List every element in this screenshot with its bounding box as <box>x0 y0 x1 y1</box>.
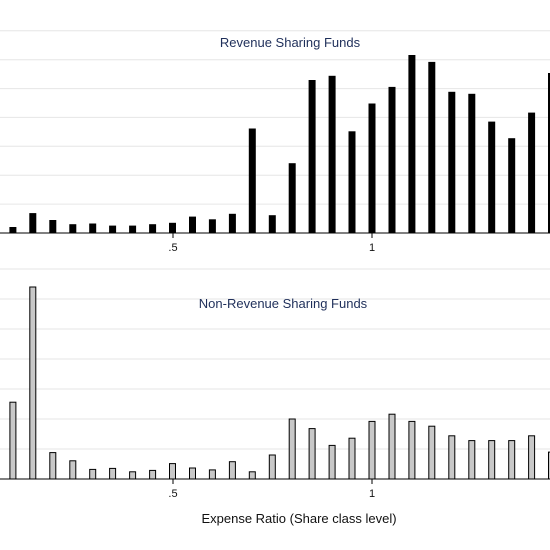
non-revenue-sharing-bar <box>288 418 296 480</box>
non-revenue-sharing-bar <box>9 401 17 480</box>
non-revenue-sharing-bar <box>129 471 137 480</box>
revenue-sharing-bar <box>548 73 550 234</box>
non-revenue-sharing-bar <box>488 440 496 480</box>
non-revenue-sharing-bar <box>408 420 416 480</box>
revenue-sharing-gridlines <box>0 30 550 205</box>
revenue-sharing-bar <box>109 225 117 234</box>
non-revenue-sharing-bar <box>49 452 57 480</box>
revenue-sharing-bar <box>388 86 396 234</box>
non-revenue-sharing-bar <box>268 454 276 480</box>
non-revenue-sharing-bar <box>388 413 396 480</box>
non-revenue-sharing-bar <box>208 469 216 480</box>
non-revenue-sharing-bar <box>508 440 516 480</box>
revenue-sharing-bar <box>29 213 37 234</box>
revenue-sharing-bar <box>288 163 296 234</box>
revenue-sharing-bar <box>268 215 276 234</box>
non-revenue-sharing-bar <box>89 468 97 480</box>
revenue-sharing-bar <box>448 91 456 234</box>
non-revenue-sharing-bar <box>69 460 77 480</box>
non-revenue-sharing-bar <box>528 435 536 480</box>
non-revenue-sharing-bar <box>448 435 456 480</box>
non-revenue-sharing-tick-label-05: .5 <box>168 488 177 500</box>
revenue-sharing-bar <box>308 80 316 234</box>
non-revenue-sharing-bar <box>109 467 117 480</box>
revenue-sharing-bar <box>9 227 17 234</box>
revenue-sharing-bar <box>208 219 216 234</box>
non-revenue-sharing-bar <box>468 440 476 480</box>
revenue-sharing-bar <box>348 131 356 234</box>
non-revenue-sharing-bar <box>428 425 436 480</box>
revenue-sharing-bar <box>69 224 77 234</box>
non-revenue-sharing-bar <box>169 463 176 480</box>
revenue-sharing-bar <box>189 216 196 234</box>
revenue-sharing-bar <box>488 121 496 234</box>
revenue-sharing-bar <box>248 128 256 234</box>
revenue-sharing-bar <box>149 224 157 234</box>
revenue-sharing-bar <box>408 55 416 234</box>
non-revenue-sharing-bar <box>548 451 550 480</box>
revenue-sharing-tick-label-1: 1 <box>369 242 375 254</box>
revenue-sharing-bar <box>129 225 137 234</box>
revenue-sharing-bar <box>228 213 236 234</box>
non-revenue-sharing-bar <box>308 428 316 480</box>
non-revenue-sharing-bar <box>189 467 196 480</box>
revenue-sharing-bar <box>468 93 476 234</box>
revenue-sharing-title: Revenue Sharing Funds <box>220 35 361 50</box>
non-revenue-sharing-tick-label-1: 1 <box>369 488 375 500</box>
non-revenue-sharing-bar <box>29 286 37 480</box>
non-revenue-sharing-panel: Non-Revenue Sharing Funds .5 1 Expense R… <box>0 268 550 526</box>
revenue-sharing-bar <box>169 222 176 234</box>
non-revenue-sharing-bar <box>149 469 157 480</box>
non-revenue-sharing-title: Non-Revenue Sharing Funds <box>199 296 368 311</box>
non-revenue-sharing-bar <box>228 461 236 480</box>
revenue-sharing-bar <box>508 138 516 234</box>
x-axis-title: Expense Ratio (Share class level) <box>201 511 396 526</box>
revenue-sharing-bar <box>528 112 536 234</box>
revenue-sharing-bar <box>428 61 436 234</box>
non-revenue-sharing-bar <box>348 437 356 480</box>
revenue-sharing-bars <box>9 55 550 234</box>
non-revenue-sharing-bar <box>248 471 256 480</box>
revenue-sharing-bar <box>49 220 57 234</box>
revenue-sharing-panel: Revenue Sharing Funds .5 1 <box>0 30 550 254</box>
non-revenue-sharing-gridlines <box>0 268 550 450</box>
revenue-sharing-tick-label-05: .5 <box>168 242 177 254</box>
non-revenue-sharing-bar <box>328 444 336 480</box>
non-revenue-sharing-bar <box>368 420 376 480</box>
revenue-sharing-bar <box>328 75 336 234</box>
revenue-sharing-bar <box>368 103 376 234</box>
revenue-sharing-bar <box>89 223 97 234</box>
